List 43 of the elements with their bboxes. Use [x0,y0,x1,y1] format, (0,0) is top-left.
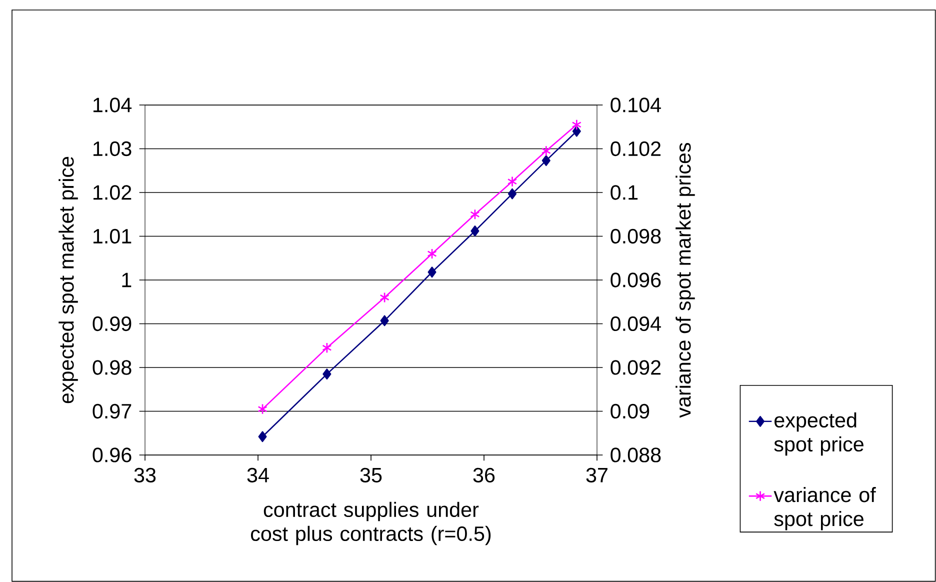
x-tick-label: 35 [360,468,382,482]
y2-tick-label: 0.1 [610,185,638,200]
y-tick-label: 1 [122,272,132,288]
y-tick-label: 0.96 [92,448,132,462]
y2-tick-label: 0.088 [610,448,661,462]
y2-axis-title: variance of spot market prices [676,142,695,418]
y2-tick-label: 0.09 [610,404,650,419]
point [258,431,267,442]
x-tick-label: 36 [473,468,495,482]
x-tick-label: 34 [247,468,269,482]
y2-tick-label: 0.104 [610,98,661,112]
legend-label: expected spot price [774,412,864,456]
y-tick-label: 0.98 [92,360,132,375]
y2-tick-label: 0.098 [610,228,661,244]
point [380,292,390,303]
point [427,248,437,260]
point [322,342,332,354]
point [380,315,389,326]
point [322,368,332,380]
y-tick-label: 0.99 [92,316,132,332]
y-axis-title: expected spot market price [58,156,78,404]
point [470,208,480,220]
y2-tick-label: 0.096 [610,272,661,288]
point [258,404,268,415]
point [428,266,436,278]
x-axis-title: contract supplies under cost plus contracts (r=0.5) [250,502,491,546]
point [507,176,518,188]
legend-label: variance of spot price [774,487,876,530]
point [508,188,517,200]
y-tick-label: 1.03 [94,141,132,156]
y-tick-label: 1.04 [94,98,132,112]
y-tick-label: 1.01 [94,228,132,244]
y-tick-label: 0.97 [92,404,132,419]
y2-tick-label: 0.102 [610,141,661,156]
x-tick-label: 33 [134,468,156,482]
point [572,119,582,130]
y-tick-label: 1.02 [94,185,132,200]
y2-tick-label: 0.094 [610,316,661,332]
point [470,226,480,236]
y2-tick-label: 0.092 [610,360,661,375]
x-tick-label: 37 [586,468,608,482]
point [542,155,550,166]
point [541,145,551,156]
